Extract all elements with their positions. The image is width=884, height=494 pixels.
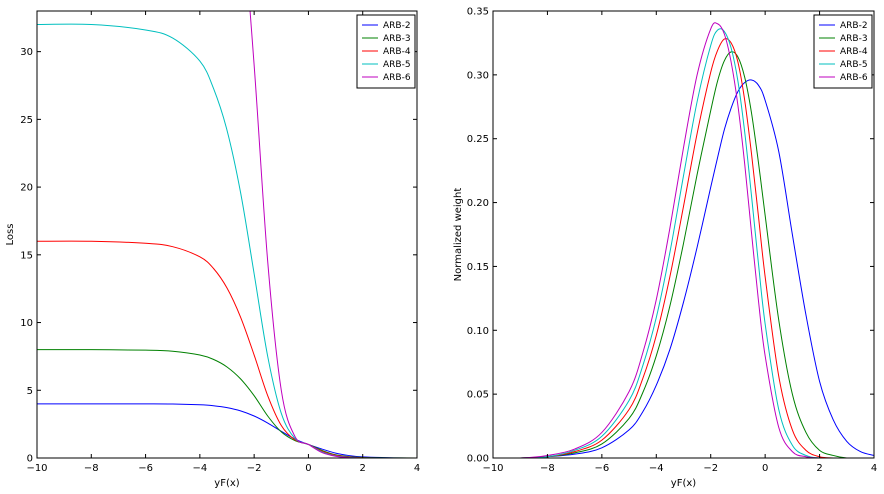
chart-2-ytick-label: 0.10 <box>467 326 489 337</box>
chart-1-legend-label: ARB-6 <box>383 73 411 83</box>
chart-1-xtick-label: −2 <box>247 463 262 474</box>
chart-2-legend-label: ARB-3 <box>840 34 868 44</box>
chart-1-ytick-label: 30 <box>20 47 33 58</box>
chart-1-legend: ARB-2 ARB-3 ARB-4 ARB-5 ARB-6 <box>356 14 416 89</box>
chart-2-xtick-label: 2 <box>816 463 822 474</box>
chart-2-ytick-label: 0.05 <box>467 390 489 401</box>
chart-1-series-arb-2 <box>37 403 417 458</box>
chart-2-legend: ARB-2 ARB-3 ARB-4 ARB-5 ARB-6 <box>813 14 873 89</box>
chart-2-xtick-label: −4 <box>649 463 664 474</box>
chart-1-ytick-label: 5 <box>27 386 33 397</box>
chart-1-frame <box>36 10 418 459</box>
chart-1-ytick-label: 0 <box>27 454 33 465</box>
chart-2-xlabel: yF(x) <box>671 478 696 489</box>
chart-1-ytick-label: 25 <box>20 115 33 126</box>
chart-1-ytick-label: 15 <box>20 250 33 261</box>
chart-2-ytick-label: 0.00 <box>467 454 489 465</box>
chart-1-ylabel: Loss <box>5 224 16 246</box>
chart-2-xtick-label: −6 <box>594 463 609 474</box>
chart-2-xtick-label: 4 <box>871 463 877 474</box>
chart-1-xtick-label: −8 <box>84 463 99 474</box>
chart-1-xtick-label: 0 <box>305 463 311 474</box>
chart-2-xtick-label: −10 <box>482 463 503 474</box>
chart-1-ytick-label: 10 <box>20 318 33 329</box>
chart-2: −10 −8 −6 −4 −2 0 2 4 0.00 0.05 0.10 0.15 0.20 0.25 0.… <box>453 7 877 490</box>
chart-2-legend-label: ARB-4 <box>840 47 868 57</box>
chart-2-series-arb-2 <box>493 79 874 458</box>
chart-1-series-arb-6 <box>249 11 417 458</box>
chart-2-ytick-label: 0.15 <box>467 262 489 273</box>
chart-2-xtick-label: −2 <box>703 463 718 474</box>
chart-1-xlabel: yF(x) <box>214 478 239 489</box>
chart-1-xtick-label: −4 <box>192 463 207 474</box>
chart-2-ytick-label: 0.20 <box>467 198 489 209</box>
chart-2-ytick-label: 0.30 <box>467 70 489 81</box>
chart-2-ylabel: Normalized weight <box>453 188 464 282</box>
chart-1-xtick-label: −10 <box>26 463 47 474</box>
chart-2-legend-label: ARB-5 <box>840 60 868 70</box>
chart-1: −10 −8 −6 −4 −2 0 2 4 0 5 10 15 20 25 30 yF(x) Loss ARB-2… <box>5 10 420 489</box>
chart-1-legend-label: ARB-3 <box>383 34 411 44</box>
chart-1-xtick-label: −6 <box>138 463 153 474</box>
chart-1-xtick-label: 4 <box>414 463 420 474</box>
chart-2-xtick-label: 0 <box>762 463 768 474</box>
chart-1-xtick-label: 2 <box>360 463 366 474</box>
chart-2-ytick-label: 0.35 <box>467 7 489 18</box>
chart-2-legend-label: ARB-6 <box>840 73 868 83</box>
chart-2-series-arb-3 <box>493 51 874 458</box>
chart-1-legend-label: ARB-2 <box>383 21 411 31</box>
chart-2-xtick-label: −8 <box>540 463 555 474</box>
chart-2-ytick-label: 0.25 <box>467 134 489 145</box>
chart-2-legend-label: ARB-2 <box>840 21 868 31</box>
chart-1-series-group <box>37 11 417 458</box>
chart-2-plot-area <box>493 11 874 458</box>
chart-1-legend-label: ARB-5 <box>383 60 411 70</box>
chart-1-plot-area <box>37 11 417 458</box>
chart-2-frame <box>492 10 875 459</box>
chart-1-ytick-label: 20 <box>20 183 33 194</box>
chart-1-legend-label: ARB-4 <box>383 47 411 57</box>
